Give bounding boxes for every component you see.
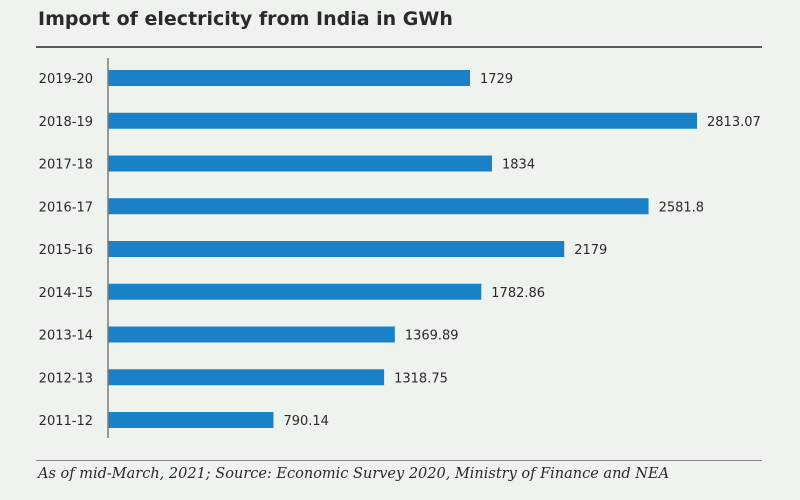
category-label-2019-20: 2019-20 [39, 72, 93, 87]
bar-2018-19 [108, 112, 697, 129]
bar-2013-14 [108, 326, 395, 343]
value-label-2016-17: 2581.8 [659, 200, 705, 215]
source-note: As of mid-March, 2021; Source: Economic … [38, 466, 670, 482]
bars-layer: 2019-20 1729 2018-19 2813.07 2017-18 1834 2016… [39, 70, 761, 429]
bar-2017-18 [108, 155, 493, 172]
bar-2012-13 [108, 369, 385, 386]
value-label-2018-19: 2813.07 [707, 115, 761, 130]
chart-title: Import of electricity from India in GWh [38, 8, 453, 30]
value-label-2017-18: 1834 [502, 158, 535, 173]
value-label-2011-12: 790.14 [283, 414, 329, 429]
category-label-2017-18: 2017-18 [39, 158, 93, 173]
category-label-2015-16: 2015-16 [39, 243, 93, 258]
category-label-2011-12: 2011-12 [39, 414, 93, 429]
category-label-2018-19: 2018-19 [39, 115, 93, 130]
value-label-2015-16: 2179 [574, 243, 607, 258]
bar-2011-12 [108, 412, 274, 428]
bar-2014-15 [108, 283, 482, 300]
value-label-2012-13: 1318.75 [394, 371, 448, 386]
bar-2015-16 [108, 241, 565, 257]
value-label-2014-15: 1782.86 [491, 286, 545, 301]
bar-2019-20 [108, 70, 471, 86]
title-divider [36, 46, 762, 48]
category-label-2014-15: 2014-15 [39, 286, 93, 301]
value-label-2013-14: 1369.89 [405, 329, 459, 344]
bar-2016-17 [108, 198, 649, 215]
footer-divider [36, 460, 762, 461]
category-label-2012-13: 2012-13 [39, 371, 93, 386]
category-label-2013-14: 2013-14 [39, 329, 93, 344]
category-label-2016-17: 2016-17 [39, 200, 93, 215]
value-label-2019-20: 1729 [480, 72, 513, 87]
